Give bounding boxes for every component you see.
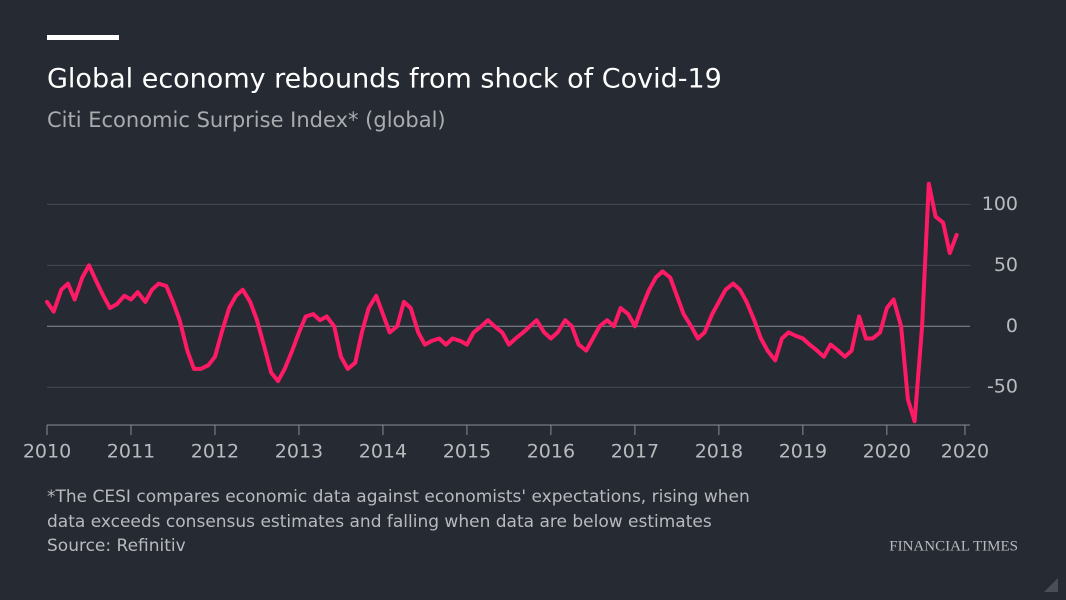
- footnote: data exceeds consensus estimates and fal…: [47, 512, 712, 532]
- chart-subtitle: Citi Economic Surprise Index* (global): [47, 108, 446, 132]
- x-tick-label: 2011: [107, 441, 155, 463]
- y-tick-label: 50: [994, 254, 1018, 276]
- x-tick-label: 2014: [359, 441, 407, 463]
- corner-mark: [1044, 578, 1058, 592]
- x-tick-label: 2016: [527, 441, 575, 463]
- y-tick-label: -50: [987, 376, 1018, 398]
- x-tick-label: 2015: [443, 441, 491, 463]
- chart-title: Global economy rebounds from shock of Co…: [47, 64, 722, 95]
- y-tick-label: 0: [1006, 315, 1018, 337]
- y-tick-label: 100: [982, 193, 1018, 215]
- x-tick-label: 2010: [23, 441, 71, 463]
- x-tick-label: 2013: [275, 441, 323, 463]
- brand: FINANCIAL TIMES: [889, 538, 1018, 554]
- x-tick-label: 2017: [611, 441, 659, 463]
- footnote: *The CESI compares economic data against…: [47, 487, 750, 507]
- x-tick-label: 2012: [191, 441, 239, 463]
- x-tick-label: 2018: [695, 441, 743, 463]
- x-tick-label: 2020: [941, 441, 989, 463]
- source: Source: Refinitiv: [47, 536, 186, 556]
- x-tick-label: 2020: [863, 441, 911, 463]
- x-tick-label: 2019: [779, 441, 827, 463]
- top-rule: [47, 35, 119, 40]
- data-line: [45, 181, 959, 424]
